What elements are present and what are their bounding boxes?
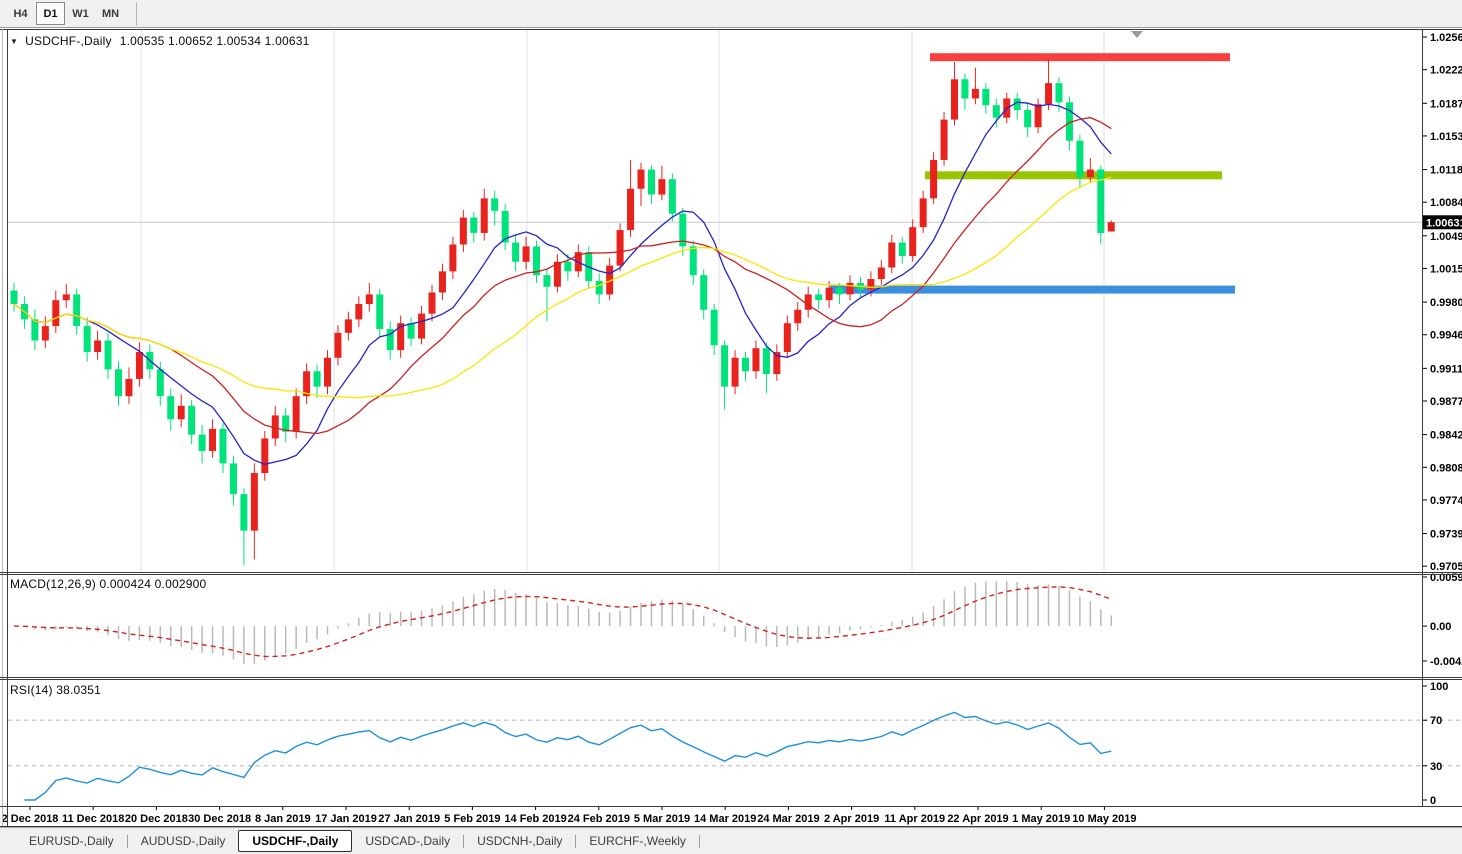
svg-text:2 Apr 2019: 2 Apr 2019 xyxy=(824,813,879,825)
chart-dropdown-icon[interactable]: ▼ xyxy=(10,37,19,46)
svg-text:2 Dec 2018: 2 Dec 2018 xyxy=(2,813,59,825)
chart-symbol-label: USDCHF-,Daily xyxy=(25,34,112,48)
svg-text:14 Feb 2019: 14 Feb 2019 xyxy=(504,813,566,825)
scroll-marker-icon xyxy=(1131,31,1143,38)
toolbar-divider xyxy=(136,1,137,26)
svg-text:17 Jan 2019: 17 Jan 2019 xyxy=(315,813,377,825)
support-line[interactable] xyxy=(830,285,1235,294)
macd-axis: 0.00597 0.00 -0.00424 xyxy=(1422,572,1462,668)
symbol-tabbar: EURUSD-,Daily AUDUSD-,Daily USDCHF-,Dail… xyxy=(0,827,1462,854)
tab-usdchf-daily[interactable]: USDCHF-,Daily xyxy=(238,830,353,852)
timeframe-d1-button[interactable]: D1 xyxy=(36,2,65,25)
ma-mid-line xyxy=(13,116,1112,435)
drawn-level-lines xyxy=(830,53,1235,294)
svg-text:24 Feb 2019: 24 Feb 2019 xyxy=(568,813,630,825)
tab-divider xyxy=(698,834,700,848)
macd-panel: 0.00597 0.00 -0.00424 xyxy=(13,572,1462,668)
svg-text:0: 0 xyxy=(1430,795,1436,807)
macd-signal-line xyxy=(13,586,1112,658)
panel-frames xyxy=(0,29,1462,827)
tab-usdcad-daily[interactable]: USDCAD-,Daily xyxy=(365,834,451,848)
price-chart-canvas[interactable]: 1.02560 1.02220 1.01870 1.01530 1.01180 1.008… xyxy=(0,28,1462,827)
svg-text:10 May 2019: 10 May 2019 xyxy=(1072,813,1136,825)
svg-text:24 Mar 2019: 24 Mar 2019 xyxy=(757,813,819,825)
chart-ohlc-values: 1.00535 1.00652 1.00534 1.00631 xyxy=(119,34,310,48)
current-price-tag xyxy=(1423,215,1462,230)
chart-window[interactable]: ▼ USDCHF-,Daily 1.00535 1.00652 1.00534 1.… xyxy=(0,28,1462,827)
candles xyxy=(10,59,1115,566)
rsi-line xyxy=(24,711,1112,801)
svg-text:1.01180: 1.01180 xyxy=(1430,165,1462,177)
macd-indicator-label: MACD(12,26,9) 0.000424 0.002900 xyxy=(10,577,207,591)
svg-text:30: 30 xyxy=(1430,761,1442,773)
svg-text:1.00490: 1.00490 xyxy=(1430,231,1462,243)
tab-audusd-daily[interactable]: AUDUSD-,Daily xyxy=(140,834,226,848)
svg-text:14 Mar 2019: 14 Mar 2019 xyxy=(694,813,756,825)
svg-text:11 Apr 2019: 11 Apr 2019 xyxy=(884,813,945,825)
svg-text:30 Dec 2018: 30 Dec 2018 xyxy=(188,813,251,825)
svg-text:5 Feb 2019: 5 Feb 2019 xyxy=(444,813,500,825)
rsi-indicator-label: RSI(14) 38.0351 xyxy=(10,683,102,697)
rsi-panel: 100 70 30 0 xyxy=(8,681,1460,807)
ma-slow-line xyxy=(13,176,1112,399)
svg-text:70: 70 xyxy=(1430,715,1442,727)
svg-text:22 Apr 2019: 22 Apr 2019 xyxy=(947,813,1008,825)
tab-usdcnh-daily[interactable]: USDCNH-,Daily xyxy=(477,834,563,848)
rsi-axis: 100 70 30 0 xyxy=(1422,681,1448,807)
tab-divider xyxy=(463,834,465,848)
macd-histogram xyxy=(23,581,1112,665)
svg-text:11 Dec 2018: 11 Dec 2018 xyxy=(62,813,124,825)
tab-eurusd-daily[interactable]: EURUSD-,Daily xyxy=(29,834,114,848)
svg-text:100: 100 xyxy=(1430,681,1448,693)
tab-divider xyxy=(575,834,577,848)
svg-text:0.00597: 0.00597 xyxy=(1430,572,1462,584)
svg-text:1.01870: 1.01870 xyxy=(1430,98,1462,110)
timeframe-toolbar: H4 D1 W1 MN xyxy=(0,0,1462,28)
svg-text:1.02560: 1.02560 xyxy=(1430,32,1462,44)
chart-title: ▼ USDCHF-,Daily 1.00535 1.00652 1.00534 1.… xyxy=(10,34,309,48)
svg-text:1.01530: 1.01530 xyxy=(1430,131,1462,143)
svg-text:5 Mar 2019: 5 Mar 2019 xyxy=(634,813,690,825)
broken-support-line[interactable] xyxy=(925,171,1222,180)
svg-text:1.02220: 1.02220 xyxy=(1430,65,1462,77)
svg-text:1.00631: 1.00631 xyxy=(1426,217,1462,229)
svg-text:1.00840: 1.00840 xyxy=(1430,197,1462,209)
svg-text:0.97050: 0.97050 xyxy=(1430,561,1462,573)
tab-eurchf-weekly[interactable]: EURCHF-,Weekly xyxy=(589,834,686,848)
resistance-line[interactable] xyxy=(930,53,1230,62)
svg-text:27 Jan 2019: 27 Jan 2019 xyxy=(378,813,440,825)
svg-text:8 Jan 2019: 8 Jan 2019 xyxy=(255,813,311,825)
date-axis: 2 Dec 2018 11 Dec 2018 20 Dec 2018 30 Dec 2… xyxy=(2,806,1137,825)
timeframe-mn-button[interactable]: MN xyxy=(101,7,120,20)
svg-text:0.00: 0.00 xyxy=(1430,621,1451,633)
svg-text:1 May 2019: 1 May 2019 xyxy=(1012,813,1070,825)
tab-divider xyxy=(126,834,128,848)
timeframe-h4-button[interactable]: H4 xyxy=(13,7,28,20)
svg-text:-0.00424: -0.00424 xyxy=(1430,656,1462,668)
price-axis: 1.02560 1.02220 1.01870 1.01530 1.01180 1.008… xyxy=(1422,32,1462,573)
svg-text:20 Dec 2018: 20 Dec 2018 xyxy=(125,813,188,825)
period-separators xyxy=(140,30,1105,571)
timeframe-w1-button[interactable]: W1 xyxy=(72,7,89,20)
ma-fast-line xyxy=(13,101,1112,465)
